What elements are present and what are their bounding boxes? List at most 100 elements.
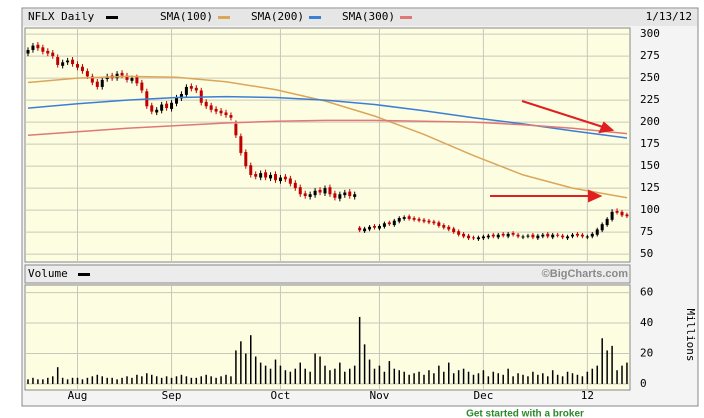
volume-bar — [264, 365, 267, 384]
volume-bar — [96, 374, 99, 384]
volume-bar — [289, 371, 292, 384]
volume-bar — [190, 377, 193, 384]
volume-bar — [215, 377, 217, 384]
volume-bar — [180, 374, 183, 384]
volume-bar — [304, 368, 306, 384]
sma-line — [27, 95, 628, 139]
candle-body — [536, 235, 540, 239]
volume-bar — [76, 377, 79, 384]
volume-bar — [210, 376, 212, 384]
volume-bar — [591, 368, 594, 384]
candle-body — [556, 234, 560, 236]
volume-bar — [240, 341, 242, 384]
candle-body — [31, 45, 35, 50]
volume-bar — [146, 373, 148, 384]
y-tick-label: 175 — [640, 137, 660, 150]
broker-link[interactable]: Get started with a broker — [466, 409, 584, 418]
candle-body — [521, 236, 525, 238]
volume-bar — [195, 377, 198, 384]
candle-body — [625, 214, 629, 217]
volume-bar — [32, 377, 34, 384]
header-bar — [23, 9, 697, 26]
volume-bar — [324, 365, 326, 384]
volume-bar — [131, 377, 133, 384]
arrowhead — [588, 189, 603, 203]
chart-title: NFLX Daily — [28, 10, 95, 23]
volume-bar — [319, 356, 321, 384]
candle-body — [115, 73, 119, 79]
sma-line — [27, 75, 628, 199]
candle-body — [90, 76, 94, 83]
date-label: 1/13/12 — [646, 10, 692, 23]
volume-bar — [512, 376, 514, 384]
candle-body — [244, 152, 248, 167]
candle-body — [189, 86, 193, 89]
volume-bar — [121, 377, 123, 384]
candle-body — [293, 182, 297, 189]
candle-body — [66, 60, 70, 63]
candle-body — [511, 232, 515, 235]
candle-body — [541, 234, 545, 237]
candle-body — [620, 211, 624, 216]
volume-bar — [165, 376, 168, 384]
volume-bar — [492, 371, 495, 384]
candle-body — [373, 225, 376, 228]
volume-bar — [329, 370, 331, 384]
candle-body — [358, 227, 362, 231]
candle-body — [516, 234, 520, 237]
x-tick-label: Dec — [473, 389, 493, 402]
candle-body — [363, 228, 367, 232]
candle-body — [61, 62, 65, 66]
volume-bar — [522, 374, 524, 384]
arrowhead — [598, 121, 615, 134]
candle-body — [219, 110, 223, 114]
volume-bar — [101, 376, 103, 384]
volume-bar — [581, 376, 584, 384]
candle-body — [580, 234, 584, 237]
y-tick-label: 60 — [640, 286, 653, 299]
volume-panel — [24, 284, 631, 391]
candle-body — [56, 57, 60, 65]
volume-bar — [507, 368, 509, 384]
volume-bar — [37, 379, 39, 384]
candle-body — [407, 216, 411, 219]
candle-body — [506, 233, 510, 237]
volume-bar — [626, 362, 628, 384]
volume-bar — [353, 365, 356, 384]
volume-axis-label: Millions — [684, 309, 697, 362]
volume-bar — [116, 379, 118, 384]
arrow — [521, 100, 604, 128]
volume-bar — [91, 376, 94, 384]
candle-body — [442, 225, 446, 228]
candle-body — [323, 188, 327, 194]
volume-bar — [556, 374, 559, 384]
candle-body — [333, 193, 337, 198]
volume-bar — [378, 365, 381, 384]
legend-swatch — [400, 16, 412, 19]
arrows — [490, 100, 615, 203]
volume-bar — [428, 370, 430, 384]
volume-bar — [502, 374, 504, 384]
candle-body — [298, 187, 302, 195]
volume-bar — [438, 365, 440, 384]
volume-bar — [418, 371, 420, 384]
candle-body — [95, 81, 99, 87]
candle-body — [417, 218, 421, 221]
volume-bar — [47, 377, 49, 384]
volume-bar — [279, 365, 282, 384]
volume-bar — [403, 371, 405, 384]
volume-bar — [254, 356, 257, 384]
candle-body — [264, 172, 268, 178]
candle-body — [76, 64, 79, 68]
volume-bar — [170, 377, 173, 384]
volume-bar — [339, 362, 341, 384]
candle-body — [283, 176, 287, 180]
volume-bar — [527, 376, 529, 384]
candle-body — [229, 115, 233, 118]
volume-bar — [141, 376, 143, 384]
legend-label: SMA(200) — [251, 10, 304, 23]
grid — [25, 28, 630, 390]
volume-bar — [576, 374, 579, 384]
volume-bar — [344, 371, 346, 384]
